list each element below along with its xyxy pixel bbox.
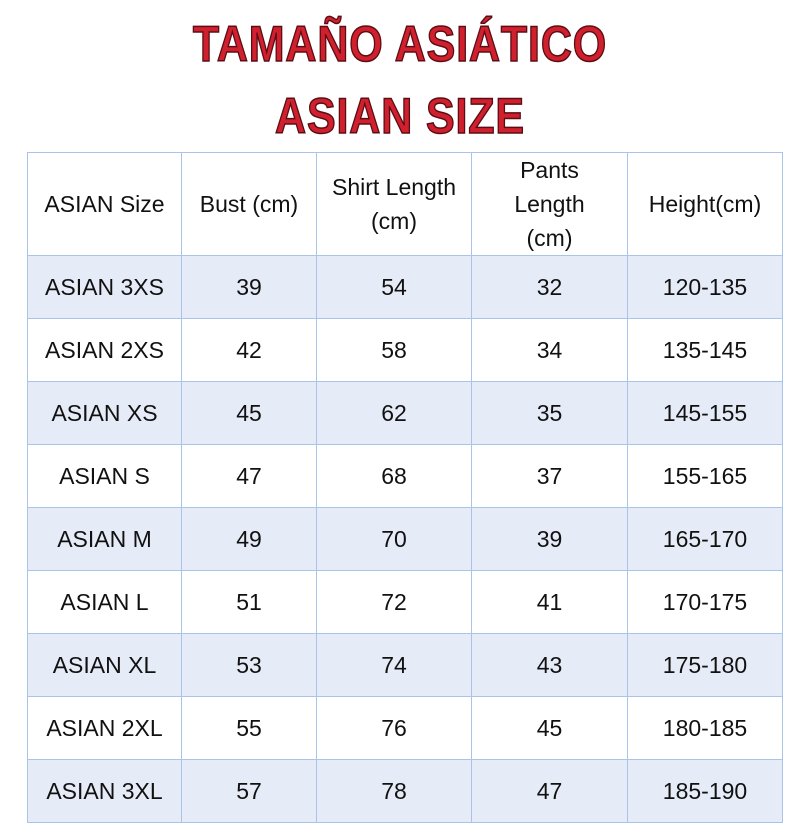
page: {"header": {"title": "TAMAÑO ASIÁTICO", … xyxy=(27,15,783,823)
table-cell: 170-175 xyxy=(627,570,783,634)
table-cell: 42 xyxy=(181,318,317,382)
table-cell: 70 xyxy=(316,507,472,571)
table-cell: 68 xyxy=(316,444,472,508)
table-cell: 35 xyxy=(471,381,628,445)
column-header-text: Bust (cm) xyxy=(199,191,299,217)
table-cell: 120-135 xyxy=(627,255,783,319)
table-cell: 57 xyxy=(181,759,317,823)
table-row: ASIAN 3XL 57 78 47 185-190 xyxy=(27,759,783,823)
column-header-text: Shirt Length (cm) xyxy=(331,174,457,234)
subtitle: ASIAN SIZE xyxy=(274,87,525,145)
table-row: ASIAN 3XS 39 54 32 120-135 xyxy=(27,255,783,319)
table-row: ASIAN XS 45 62 35 145-155 xyxy=(27,381,783,445)
column-header-text: Pants Length (cm) xyxy=(514,157,585,251)
table-cell: 175-180 xyxy=(627,633,783,697)
column-header: Shirt Length (cm) xyxy=(316,152,472,256)
table-cell: 47 xyxy=(471,759,628,823)
table-cell: 145-155 xyxy=(627,381,783,445)
table-cell: ASIAN L xyxy=(27,570,182,634)
table-row: ASIAN XL 53 74 43 175-180 xyxy=(27,633,783,697)
table-row: ASIAN S 47 68 37 155-165 xyxy=(27,444,783,508)
table-cell: 74 xyxy=(316,633,472,697)
column-header: ASIAN Size xyxy=(27,152,182,256)
table-cell: 54 xyxy=(316,255,472,319)
title: TAMAÑO ASIÁTICO xyxy=(192,15,608,73)
table-cell: 58 xyxy=(316,318,472,382)
table-cell: 55 xyxy=(181,696,317,760)
table-cell: 34 xyxy=(471,318,628,382)
header-row: ASIAN Size Bust (cm) Shirt Length (cm) Pant… xyxy=(27,152,783,256)
table-cell: ASIAN 2XL xyxy=(27,696,182,760)
column-header: Height(cm) xyxy=(627,152,783,256)
table-cell: ASIAN 2XS xyxy=(27,318,182,382)
table-cell: 39 xyxy=(471,507,628,571)
table-cell: ASIAN 3XL xyxy=(27,759,182,823)
table-cell: 53 xyxy=(181,633,317,697)
table-cell: 49 xyxy=(181,507,317,571)
table-cell: 43 xyxy=(471,633,628,697)
table-cell: 45 xyxy=(181,381,317,445)
table-cell: 47 xyxy=(181,444,317,508)
table-cell: ASIAN XL xyxy=(27,633,182,697)
table-cell: ASIAN M xyxy=(27,507,182,571)
table-cell: 72 xyxy=(316,570,472,634)
table-cell: ASIAN 3XS xyxy=(27,255,182,319)
table-cell: 62 xyxy=(316,381,472,445)
size-table: ASIAN Size Bust (cm) Shirt Length (cm) Pant… xyxy=(27,152,783,823)
table-cell: 185-190 xyxy=(627,759,783,823)
table-cell: 45 xyxy=(471,696,628,760)
column-header-text: ASIAN Size xyxy=(44,191,165,217)
table-cell: 37 xyxy=(471,444,628,508)
table-row: ASIAN L 51 72 41 170-175 xyxy=(27,570,783,634)
column-header-text: Height(cm) xyxy=(648,191,762,217)
column-header: Pants Length (cm) xyxy=(471,152,628,256)
column-header: Bust (cm) xyxy=(181,152,317,256)
table-cell: 165-170 xyxy=(627,507,783,571)
table-cell: 76 xyxy=(316,696,472,760)
table-cell: 41 xyxy=(471,570,628,634)
table-cell: 32 xyxy=(471,255,628,319)
table-row: ASIAN 2XL 55 76 45 180-185 xyxy=(27,696,783,760)
table-cell: 51 xyxy=(181,570,317,634)
table-cell: 39 xyxy=(181,255,317,319)
table-cell: ASIAN S xyxy=(27,444,182,508)
table-row: ASIAN M 49 70 39 165-170 xyxy=(27,507,783,571)
table-body: ASIAN 3XS 39 54 32 120-135 ASIAN 2XS 42 58 34 135… xyxy=(27,255,783,823)
table-cell: 180-185 xyxy=(627,696,783,760)
table-row: ASIAN 2XS 42 58 34 135-145 xyxy=(27,318,783,382)
table-cell: 155-165 xyxy=(627,444,783,508)
table-cell: 135-145 xyxy=(627,318,783,382)
table-cell: ASIAN XS xyxy=(27,381,182,445)
table-cell: 78 xyxy=(316,759,472,823)
